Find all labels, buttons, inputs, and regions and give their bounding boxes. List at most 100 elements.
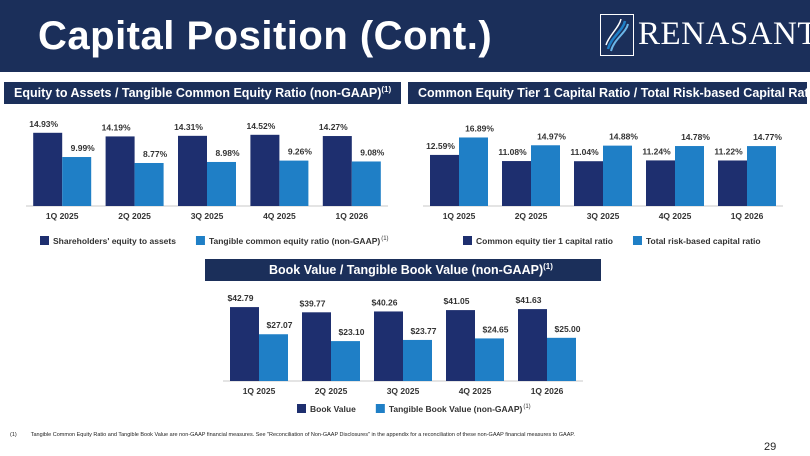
chart2-title-banner: Common Equity Tier 1 Capital Ratio / Tot… <box>408 82 810 104</box>
book-value-chart: $42.79 $39.77 $40.26 $41.05 $41.63 $27.07 $23.… <box>223 293 583 414</box>
chart1-title-banner: Equity to Assets / Tangible Common Equit… <box>4 82 401 104</box>
x-tick-label: 1Q 2026 <box>731 211 764 221</box>
legend-label-2: Tangible Book Value (non-GAAP) <box>389 404 523 414</box>
x-tick-label: 4Q 2025 <box>263 211 296 221</box>
x-tick-label: 3Q 2025 <box>191 211 224 221</box>
x-tick-label: 1Q 2026 <box>335 211 368 221</box>
data-label: $27.07 <box>267 320 293 330</box>
data-label: 14.97% <box>537 131 566 141</box>
bar-series1-3q-2025 <box>178 135 207 206</box>
bar-series2-3q-2025 <box>207 161 236 206</box>
header-bar: Capital Position (Cont.) RENASANT <box>0 0 810 72</box>
data-label: 14.27% <box>319 122 348 132</box>
cet1-capital-ratio-chart: 12.59% 11.08% 11.04% 11.24% 11.22% 16.89% 14.9… <box>423 123 783 246</box>
x-tick-label: 4Q 2025 <box>659 211 692 221</box>
bar-series2-2q-2025 <box>134 162 164 206</box>
bar-series2-3q-2025 <box>603 145 632 206</box>
bar-series1-4q-2025 <box>646 160 675 206</box>
legend-swatch-2 <box>632 236 642 245</box>
data-label: 8.98% <box>215 148 240 158</box>
data-label: 14.78% <box>681 132 710 142</box>
legend-label-1: Shareholders' equity to assets <box>53 236 176 246</box>
data-label: $25.00 <box>555 324 581 334</box>
data-label: $23.10 <box>339 327 365 337</box>
equity-to-assets-chart: 14.93% 14.19% 14.31% 14.52% 14.27% 9.99% 8.77%… <box>26 119 389 246</box>
bar-series2-2q-2025 <box>331 341 360 381</box>
bar-series2-1q-2025 <box>62 157 92 206</box>
footnote: (1) Tangible Common Equity Ratio and Tang… <box>10 432 575 438</box>
bar-series1-2q-2025 <box>105 136 135 206</box>
data-label: 16.89% <box>465 123 494 133</box>
data-label: 11.22% <box>714 146 743 156</box>
x-tick-label: 4Q 2025 <box>459 386 492 396</box>
legend-footnote-ref: (1) <box>523 404 530 410</box>
legend-swatch-2 <box>195 236 205 245</box>
data-label: 9.08% <box>360 147 385 157</box>
footnote-number: (1) <box>10 432 17 438</box>
legend-swatch-1 <box>297 404 306 413</box>
data-label: 8.77% <box>143 149 168 159</box>
bar-series1-1q-2025 <box>33 132 63 206</box>
data-label: 9.26% <box>288 147 313 157</box>
data-label: 14.88% <box>609 132 638 142</box>
bar-series2-1q-2026 <box>351 161 381 206</box>
legend-label-2: Tangible common equity ratio (non-GAAP) <box>209 236 380 246</box>
bar-series1-1q-2026 <box>718 160 747 206</box>
chart2-title: Common Equity Tier 1 Capital Ratio / Tot… <box>418 86 810 100</box>
bar-series2-1q-2026 <box>547 337 576 381</box>
page-title: Capital Position (Cont.) <box>38 14 493 58</box>
bar-series1-1q-2026 <box>518 309 547 381</box>
bar-series2-2q-2025 <box>531 145 560 206</box>
x-tick-label: 2Q 2025 <box>315 386 348 396</box>
data-label: 14.19% <box>102 122 131 132</box>
legend-swatch-1 <box>40 236 49 245</box>
bar-series2-1q-2025 <box>459 137 488 206</box>
data-label: 11.04% <box>570 147 599 157</box>
data-label: $39.77 <box>300 298 326 308</box>
x-tick-label: 1Q 2025 <box>46 211 79 221</box>
legend-swatch-2 <box>375 404 385 413</box>
data-label: 11.24% <box>642 146 671 156</box>
x-tick-label: 3Q 2025 <box>387 386 420 396</box>
data-label: 14.77% <box>753 132 782 142</box>
logo-emblem-icon <box>600 14 634 56</box>
x-tick-label: 3Q 2025 <box>587 211 620 221</box>
data-label: $41.63 <box>516 295 542 305</box>
bar-series1-1q-2025 <box>430 154 459 206</box>
data-label: 9.99% <box>71 143 96 153</box>
legend-label-1: Common equity tier 1 capital ratio <box>476 236 613 246</box>
bar-series2-4q-2025 <box>279 160 309 206</box>
bar-series1-1q-2025 <box>230 307 259 381</box>
bar-series1-4q-2025 <box>250 134 280 206</box>
x-tick-label: 1Q 2025 <box>243 386 276 396</box>
bar-series1-2q-2025 <box>302 312 331 381</box>
data-label: 12.59% <box>426 141 455 151</box>
data-label: 14.52% <box>246 121 275 131</box>
bar-series2-1q-2026 <box>747 146 776 206</box>
company-logo: RENASANT <box>600 14 810 58</box>
footnote-text: Tangible Common Equity Ratio and Tangibl… <box>30 432 575 438</box>
data-label: $23.77 <box>411 326 437 336</box>
bar-series1-2q-2025 <box>502 161 531 206</box>
chart3-title-footnote-ref: (1) <box>543 261 553 271</box>
page-number: 29 <box>764 441 777 453</box>
bar-series1-1q-2026 <box>322 136 352 206</box>
legend-footnote-ref: (1) <box>381 236 388 242</box>
data-label: 11.08% <box>498 147 527 157</box>
legend-swatch-1 <box>463 236 472 245</box>
data-label: $40.26 <box>372 297 398 307</box>
bar-series2-4q-2025 <box>675 146 704 206</box>
logo-wordmark: RENASANT <box>638 16 810 52</box>
chart1-title: Equity to Assets / Tangible Common Equit… <box>14 86 382 100</box>
chart1-title-footnote-ref: (1) <box>381 84 392 94</box>
x-tick-label: 1Q 2025 <box>443 211 476 221</box>
x-tick-label: 1Q 2026 <box>531 386 564 396</box>
data-label: $41.05 <box>444 296 470 306</box>
bar-series2-3q-2025 <box>403 339 432 381</box>
legend-label-2: Total risk-based capital ratio <box>646 236 761 246</box>
x-tick-label: 2Q 2025 <box>118 211 151 221</box>
x-tick-label: 2Q 2025 <box>515 211 548 221</box>
bar-series2-1q-2025 <box>259 334 288 381</box>
data-label: $42.79 <box>228 293 254 303</box>
bar-series1-4q-2025 <box>446 310 475 381</box>
